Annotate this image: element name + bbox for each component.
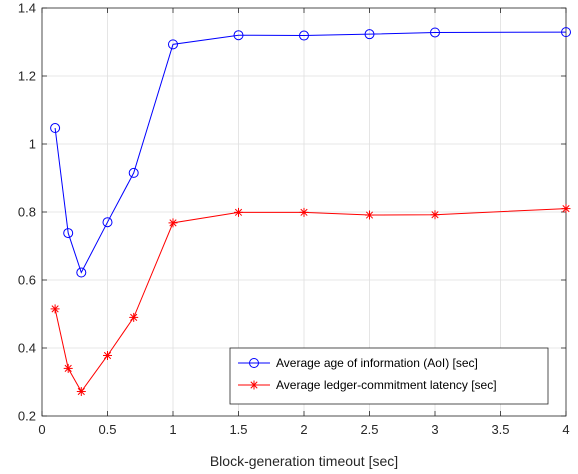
y-tick-label: 0.2	[18, 409, 36, 424]
series-2-point	[50, 304, 60, 314]
data-series	[50, 27, 571, 397]
series-1-point	[76, 267, 87, 278]
star-stroke	[103, 351, 112, 360]
star-stroke	[431, 211, 439, 219]
y-tick-label: 0.8	[18, 205, 36, 220]
star-stroke	[300, 208, 308, 216]
series-2-point	[168, 218, 178, 228]
star-stroke	[64, 364, 72, 372]
x-tick-label: 4	[562, 422, 569, 437]
y-tick-label: 0.4	[18, 341, 36, 356]
series-1-line	[54, 31, 567, 274]
y-tick-label: 0.6	[18, 273, 36, 288]
star-stroke	[169, 219, 177, 227]
series-2-point	[103, 350, 112, 360]
series-2-point	[63, 363, 73, 373]
legend-marker-2	[249, 380, 259, 390]
x-tick-label: 2	[300, 422, 307, 437]
y-tick-label: 1.2	[18, 69, 36, 84]
series-2-point	[365, 210, 374, 220]
series-1-point	[102, 217, 113, 228]
y-tick-label: 1.4	[18, 1, 36, 16]
star-stroke	[51, 305, 59, 313]
star-stroke	[130, 313, 138, 321]
x-tick-label: 0	[38, 422, 45, 437]
x-tick-label: 3	[431, 422, 438, 437]
y-tick-label: 1	[29, 137, 36, 152]
legend-marker-1	[249, 358, 259, 368]
series-2-point	[129, 312, 139, 322]
series-1-point	[128, 167, 139, 178]
x-tick-label: 3.5	[491, 422, 509, 437]
legend-label-1: Average age of information (AoI) [sec]	[276, 356, 478, 370]
legend-box	[229, 347, 549, 405]
x-tick-label: 0.5	[98, 422, 116, 437]
series-2-point	[234, 207, 243, 217]
series-1-point	[561, 27, 571, 38]
series-1-point	[50, 123, 61, 134]
star-stroke	[77, 387, 85, 396]
axis-ticks: 0 0.5 1 1.5 2 2.5 3 3.5 4 0.2 0.4 0.6 0.8 1 1.2 1.4	[18, 1, 570, 438]
series-1-point	[233, 30, 244, 41]
series-1-point	[299, 30, 309, 41]
series-1-point	[168, 39, 178, 50]
series-1-point	[430, 27, 440, 38]
series-2-point	[430, 210, 440, 220]
series-2-point	[561, 204, 571, 214]
series-2-point	[76, 387, 86, 397]
x-tick-label: 1	[169, 422, 176, 437]
x-axis-label: Block-generation timeout [sec]	[210, 453, 398, 469]
series-1-point	[63, 228, 74, 239]
series-2-point	[299, 207, 309, 217]
series-1-point	[364, 29, 375, 40]
legend-label-2: Average ledger-commitment latency [sec]	[276, 378, 497, 392]
star-stroke	[234, 208, 243, 216]
x-tick-label: 2.5	[360, 422, 378, 437]
star-stroke	[250, 381, 258, 389]
star-stroke	[562, 205, 570, 213]
star-stroke	[365, 211, 374, 219]
x-tick-label: 1.5	[229, 422, 247, 437]
legend: Average age of information (AoI) [sec] Av…	[229, 347, 549, 405]
